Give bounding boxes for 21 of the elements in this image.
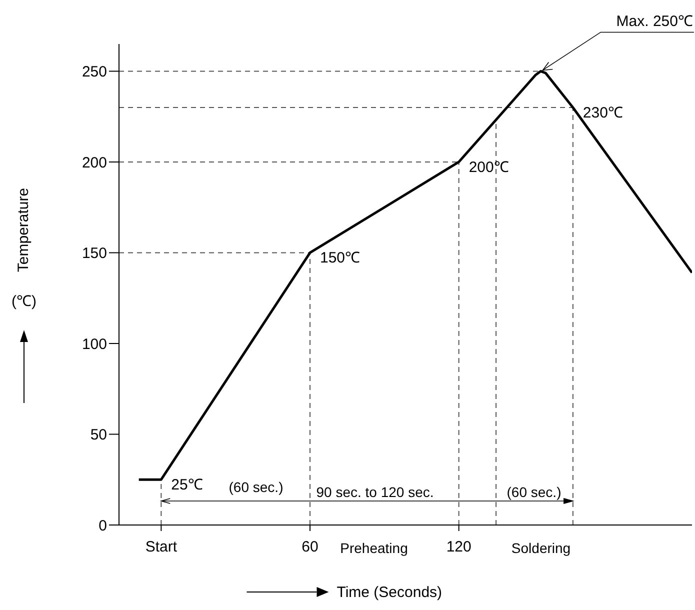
annotation: 150℃: [320, 250, 360, 267]
text: Preheating: [340, 540, 408, 556]
y-tick-label: 150: [82, 245, 107, 262]
x-tick-label: 60: [302, 538, 318, 556]
text: Temperature (℃): [12, 188, 36, 310]
y-tick-label: 100: [82, 336, 107, 353]
text: Soldering: [511, 540, 571, 556]
annotation: Max. 250℃: [616, 13, 693, 30]
x-tick-label: Start: [145, 538, 178, 556]
x-tick-label: 120: [446, 538, 472, 556]
y-tick-label: 50: [90, 426, 107, 444]
y-tick-label: 250: [82, 64, 107, 81]
annotation: (60 sec.): [228, 479, 284, 495]
x-axis-title: Time (Seconds): [336, 584, 442, 601]
y-tick-label: 200: [82, 154, 107, 172]
annotation: 90 sec. to 120 sec.: [316, 484, 434, 500]
annotation: 230℃: [582, 104, 623, 122]
annotation: (60 sec.): [506, 484, 562, 500]
annotation: 25℃: [171, 476, 203, 494]
annotation: 200℃: [468, 158, 509, 176]
y-tick-label: 0: [98, 517, 107, 534]
